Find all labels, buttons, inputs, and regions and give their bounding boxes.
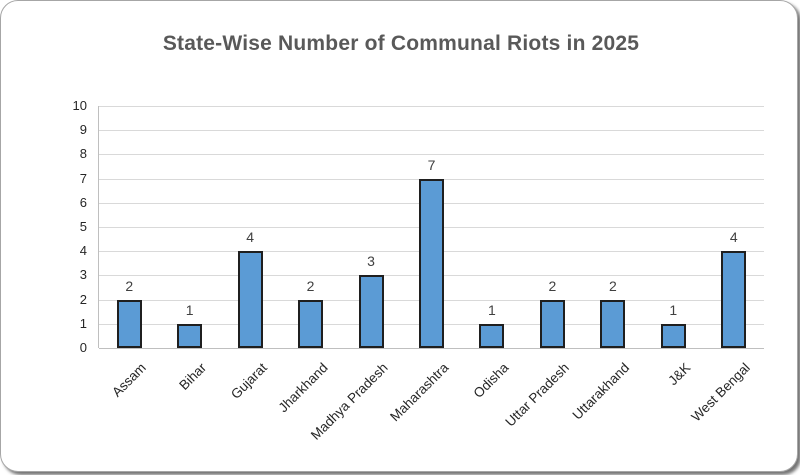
value-label: 1 [185,301,194,318]
y-tick-label: 10 [72,98,87,113]
y-tick-label: 8 [79,146,87,162]
y-tick-label: 0 [79,340,87,355]
y-axis-line [98,106,99,348]
value-label: 1 [488,301,496,318]
y-tick-label: 2 [79,291,87,307]
value-label: 2 [306,277,315,294]
bar [177,323,203,348]
category-label: Assam [109,360,149,400]
value-label: 2 [548,277,557,294]
value-label: 4 [246,229,255,246]
bar [237,251,263,348]
y-tick-label: 6 [79,194,87,210]
category-label: Uttar Pradesh [502,360,573,430]
x-axis-line [99,348,764,349]
value-label: 4 [729,229,738,246]
category-label: J&K [664,360,693,389]
y-tick-label: 9 [79,122,87,138]
category-label: Uttarakhand [569,360,633,423]
value-label: 3 [367,253,375,270]
gridline [99,106,764,107]
bar [600,299,626,348]
y-tick-label: 5 [79,219,87,234]
bar [419,178,444,348]
bar [721,251,747,348]
gridline [99,154,764,156]
bar [479,323,505,348]
value-label: 7 [427,156,436,173]
category-label: Gujarat [227,360,270,402]
value-label: 2 [125,277,134,294]
bar [116,299,142,348]
bar [539,299,565,348]
bar [298,299,324,348]
category-label: Bihar [176,360,210,393]
value-label: 2 [608,277,617,294]
gridline [99,130,764,132]
bar [660,323,686,348]
y-tick-label: 1 [79,315,87,331]
category-label: Odisha [470,360,512,401]
category-label: Maharashtra [386,360,452,425]
y-tick-label: 3 [79,267,87,283]
y-tick-label: 7 [79,170,87,186]
category-label: West Bengal [688,360,754,425]
chart-title: State-Wise Number of Communal Riots in 2… [162,32,640,55]
bar [358,275,384,348]
y-tick-label: 4 [79,243,87,259]
value-label: 1 [669,301,678,318]
category-label: Jharkhand [275,360,331,416]
